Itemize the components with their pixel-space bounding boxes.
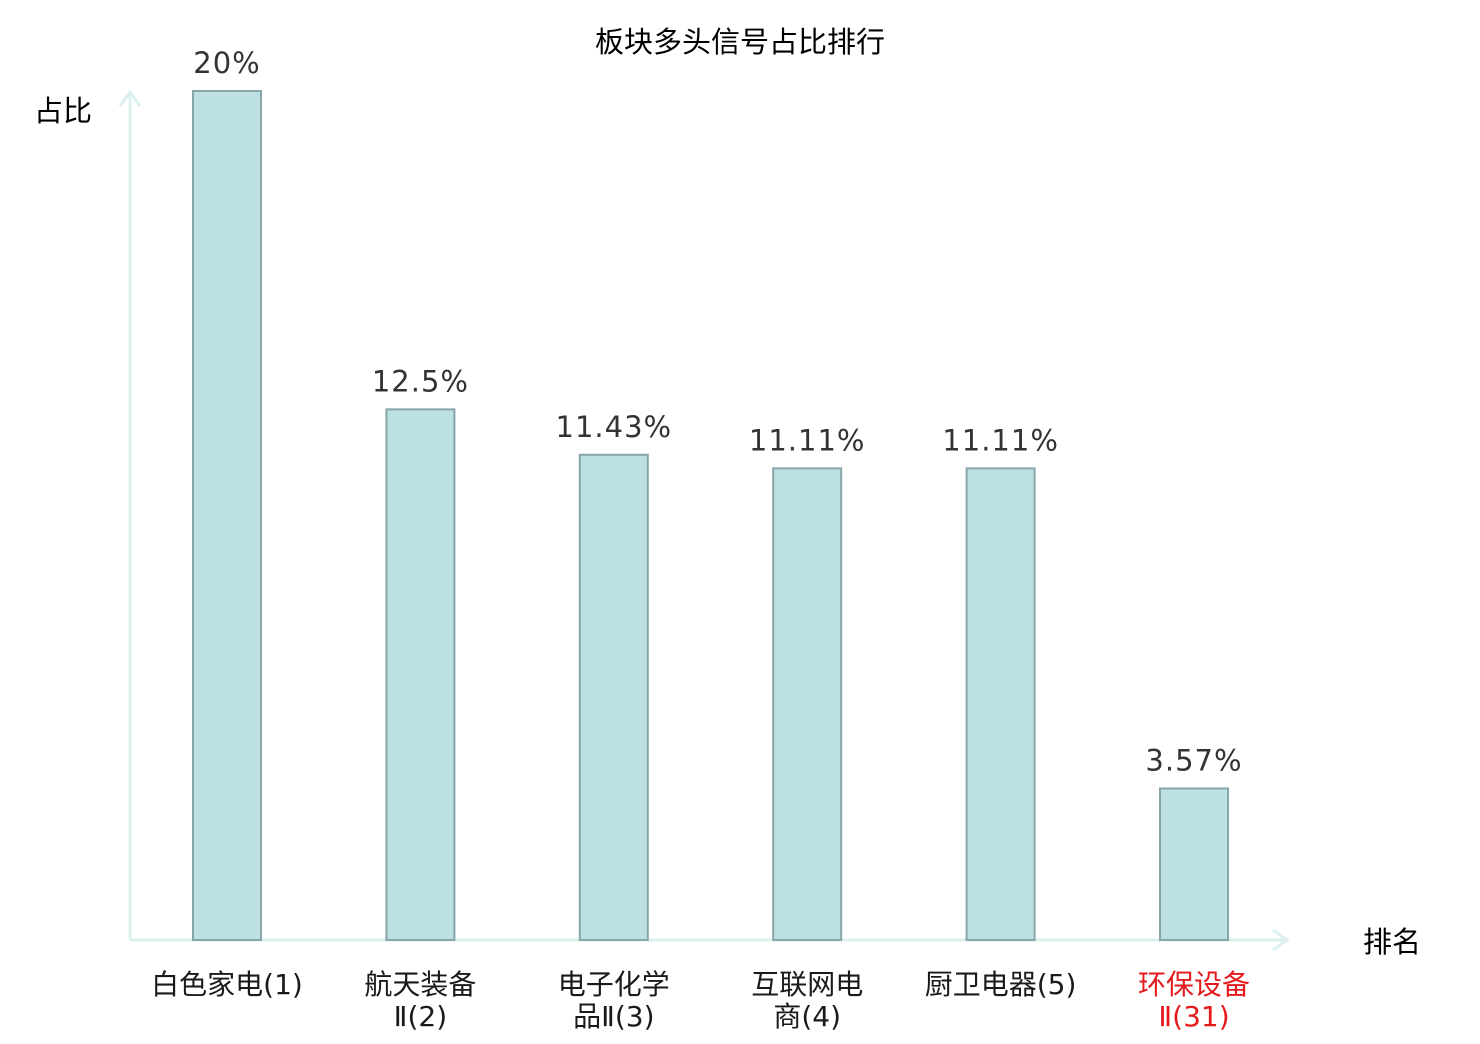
category-label: 航天装备 [364,968,476,1001]
value-label: 20% [193,46,260,80]
bar [578,453,649,941]
category-label: Ⅱ(31) [1158,1000,1229,1033]
category-label: 商(4) [773,1000,841,1033]
bar [965,467,1036,941]
category-label: 白色家电(1) [151,968,303,1001]
y-axis-label: 占比 [34,94,92,128]
value-label: 12.5% [372,364,469,398]
bar [192,90,262,941]
category-label: 环保设备 [1138,968,1250,1001]
value-label: 3.57% [1145,743,1242,777]
x-axis-arrow [1272,928,1290,952]
axes [118,89,1290,952]
category-label: 厨卫电器(5) [925,968,1077,1001]
bars-group [192,90,1229,941]
bar [1159,787,1229,941]
value-label: 11.11% [749,423,866,457]
value-label: 11.11% [942,423,1059,457]
category-label: Ⅱ(2) [394,1000,447,1033]
category-label: 品Ⅱ(3) [573,1000,654,1033]
value-labels-group: 20% 12.5% 11.43% 11.11% 11.11% 3.57% [193,46,1242,777]
x-axis-label: 排名 [1363,925,1421,959]
bar [772,467,843,941]
bar [385,408,456,941]
chart-title: 板块多头信号占比排行 [595,25,885,59]
y-axis-arrow [118,89,142,107]
category-label: 电子化学 [558,968,670,1001]
value-label: 11.43% [556,410,673,444]
category-label: 互联网电 [751,968,863,1001]
